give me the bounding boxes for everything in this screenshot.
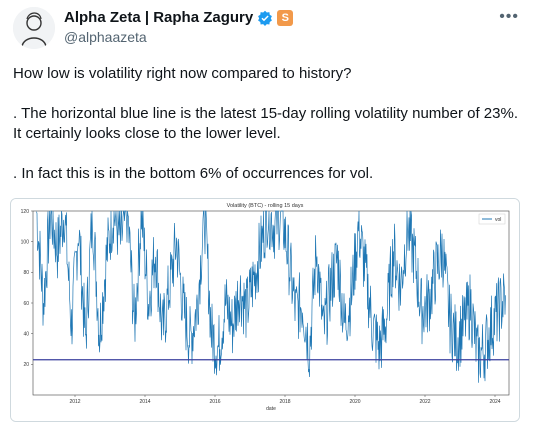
x-axis-label: date: [266, 406, 276, 412]
author-name-row: Alpha Zeta | Rapha Zagury S: [64, 9, 294, 26]
y-tick-label: 120: [21, 209, 30, 215]
y-axis: 20 40 60 80 100 120: [21, 209, 33, 368]
x-tick-label: 2014: [139, 399, 150, 405]
series-line-vol: [36, 210, 506, 383]
y-tick-label: 20: [23, 362, 29, 368]
y-tick-label: 40: [23, 331, 29, 337]
x-tick-label: 2024: [489, 399, 500, 405]
x-axis: 2012 2014 2016 2018 2020 2022 2024: [69, 395, 501, 405]
chart-title: Volatility (BTC) - rolling 15 days: [227, 203, 304, 209]
y-tick-label: 100: [21, 239, 30, 245]
tweet-paragraph: . The horizontal blue line is the latest…: [13, 105, 518, 142]
tweet-paragraph: How low is volatility right now compared…: [13, 65, 352, 82]
tweet-paragraph: . In fact this is in the bottom 6% of oc…: [13, 165, 374, 182]
x-tick-label: 2022: [419, 399, 430, 405]
x-tick-label: 2012: [69, 399, 80, 405]
author-display-name[interactable]: Alpha Zeta | Rapha Zagury: [64, 9, 254, 26]
volatility-chart: Volatility (BTC) - rolling 15 days 20 40 6…: [11, 199, 519, 421]
y-tick-label: 80: [23, 270, 29, 276]
legend: vol: [478, 213, 506, 225]
series-vol: [36, 210, 506, 383]
legend-label: vol: [495, 217, 501, 223]
x-tick-label: 2016: [209, 399, 220, 405]
affiliate-badge-icon: S: [277, 9, 294, 26]
verified-badge-icon: [258, 10, 273, 26]
y-tick-label: 60: [23, 301, 29, 307]
media-chart-image[interactable]: Volatility (BTC) - rolling 15 days 20 40 6…: [10, 198, 520, 422]
x-tick-label: 2018: [279, 399, 290, 405]
author-handle[interactable]: @alphaazeta: [64, 29, 147, 45]
tweet-text: How low is volatility right now compared…: [13, 64, 523, 204]
avatar-image: [13, 7, 55, 49]
more-options-icon[interactable]: •••: [499, 8, 519, 25]
avatar[interactable]: [13, 7, 55, 49]
x-tick-label: 2020: [349, 399, 360, 405]
